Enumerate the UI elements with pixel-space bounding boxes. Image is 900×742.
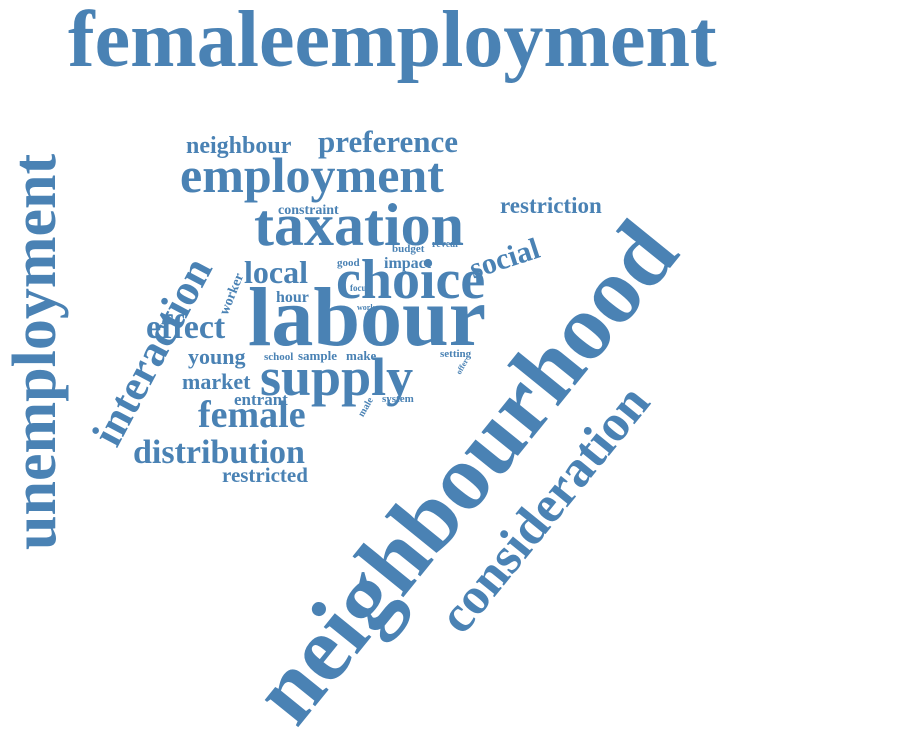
word-cloud: femaleemployment unemployment neighbourh… <box>1 0 717 742</box>
word-good: good <box>337 257 360 269</box>
word-market: market <box>182 369 251 394</box>
word-constraint: constraint <box>278 203 339 218</box>
word-school: school <box>264 351 294 363</box>
word-system: system <box>382 393 414 405</box>
word-hour: hour <box>276 289 309 306</box>
word-setting: setting <box>440 348 472 360</box>
word-reveal: reveal <box>432 239 458 250</box>
word-restriction: restriction <box>500 193 602 218</box>
word-entrant: entrant <box>234 390 288 409</box>
word-focus: focus <box>350 283 370 293</box>
word-restricted: restricted <box>222 463 308 487</box>
word-local: local <box>244 254 308 290</box>
word-unemployment: unemployment <box>1 153 69 550</box>
word-supply: supply <box>260 347 414 407</box>
word-employment: employment <box>180 147 444 203</box>
word-femaleemployment: femaleemployment <box>68 0 717 84</box>
word-preference: preference <box>318 124 458 159</box>
word-distribution: distribution <box>133 434 305 471</box>
word-work: work <box>357 303 375 312</box>
word-make: make <box>346 348 377 363</box>
word-impact: impact <box>384 255 432 272</box>
word-budget: budget <box>392 243 425 255</box>
word-choice: choice <box>336 249 486 311</box>
word-taxation: taxation <box>254 192 464 258</box>
word-effect: effect <box>146 309 226 346</box>
word-labour: labour <box>248 271 487 364</box>
word-young: young <box>188 344 246 369</box>
word-female: female <box>198 394 306 436</box>
word-neighbour: neighbour <box>186 133 292 159</box>
word-sample: sample <box>298 348 337 363</box>
